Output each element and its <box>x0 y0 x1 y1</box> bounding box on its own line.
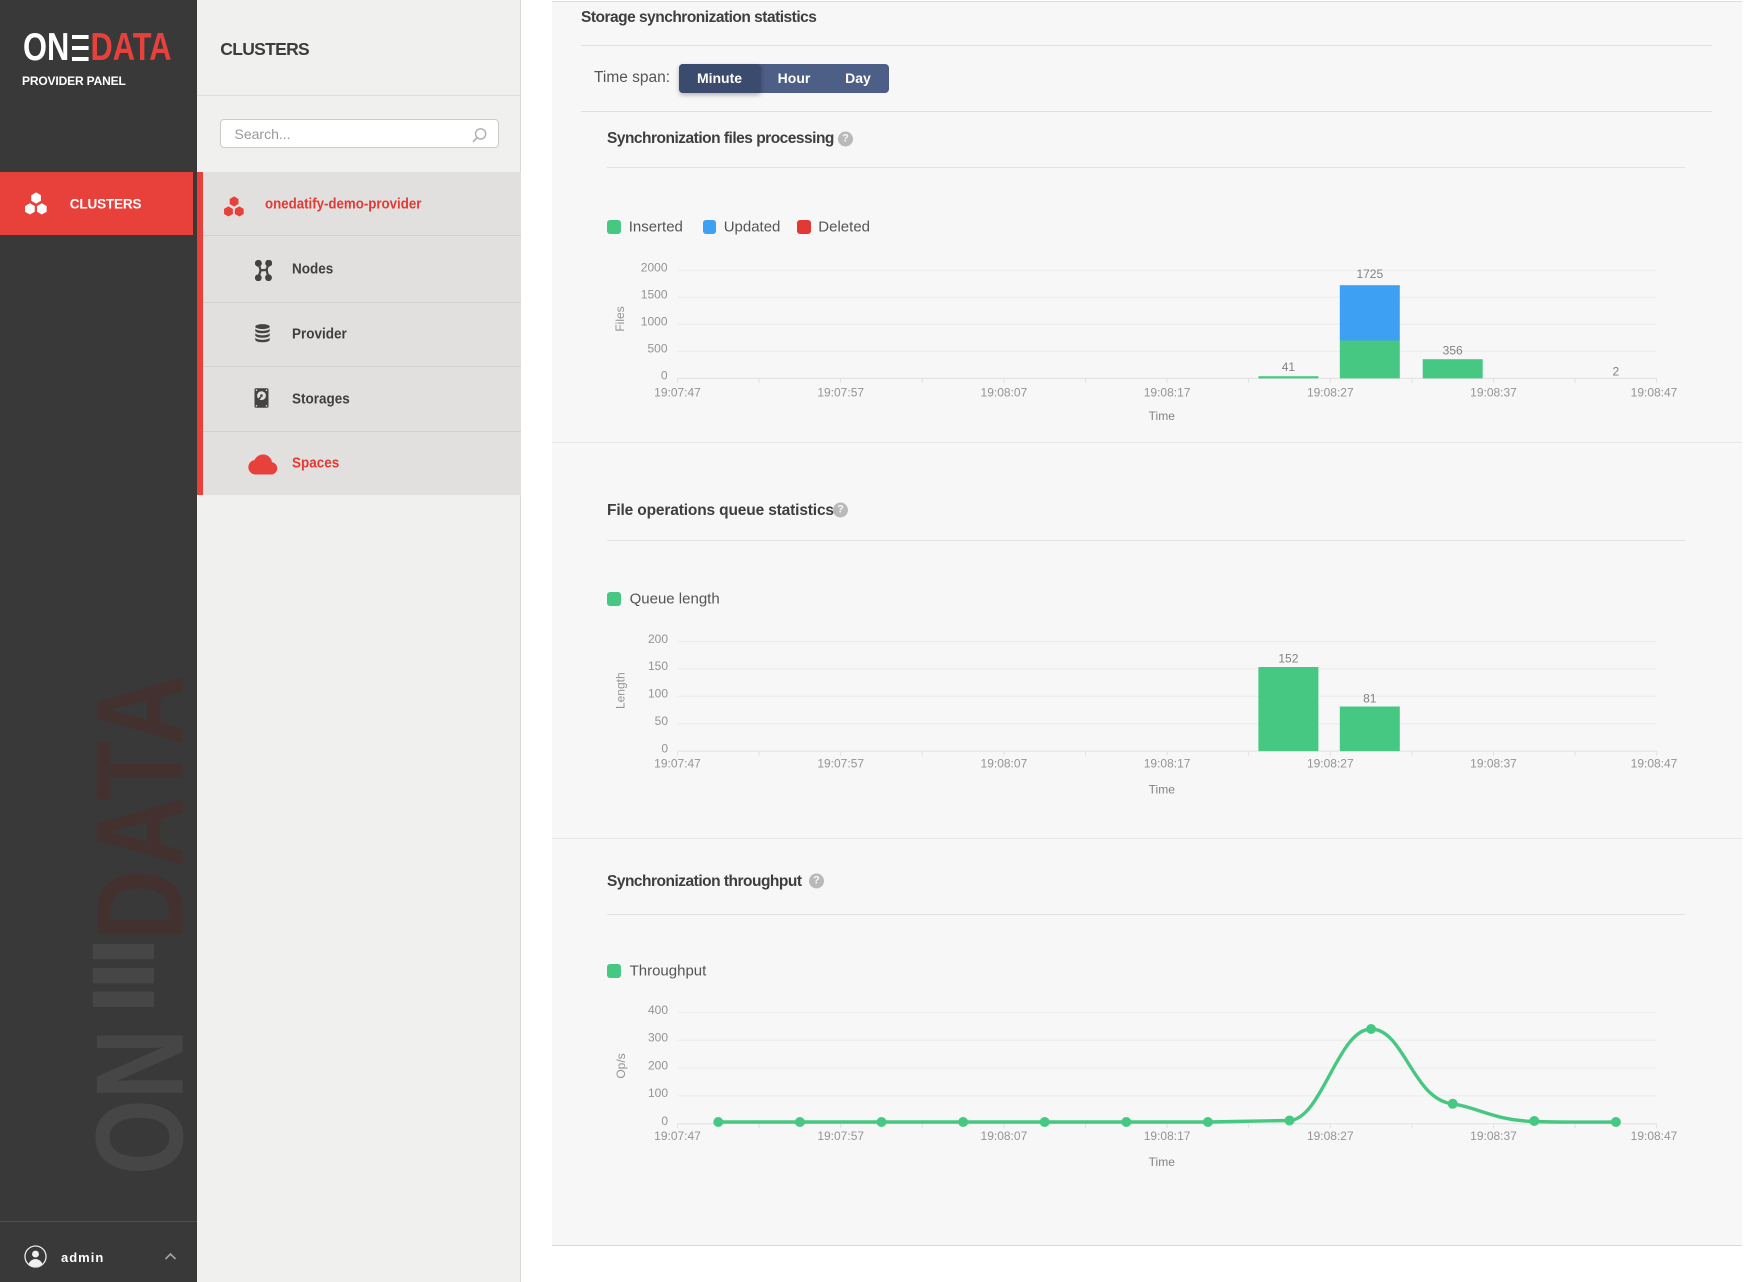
svg-text:81: 81 <box>1363 691 1377 705</box>
svg-text:19:08:17: 19:08:17 <box>1144 385 1191 399</box>
svg-text:19:08:47: 19:08:47 <box>1631 1129 1678 1143</box>
svg-text:41: 41 <box>1282 360 1296 374</box>
svg-text:0: 0 <box>661 741 668 755</box>
svg-text:1000: 1000 <box>641 315 668 329</box>
svg-text:19:07:57: 19:07:57 <box>817 385 864 399</box>
svg-text:19:08:37: 19:08:37 <box>1470 385 1517 399</box>
svg-text:400: 400 <box>648 1003 668 1017</box>
svg-text:300: 300 <box>648 1031 668 1045</box>
svg-text:Op/s: Op/s <box>614 1053 628 1078</box>
svg-text:19:07:47: 19:07:47 <box>654 757 701 771</box>
svg-text:500: 500 <box>647 342 667 356</box>
svg-text:19:08:17: 19:08:17 <box>1144 757 1191 771</box>
svg-text:Time: Time <box>1149 409 1176 423</box>
svg-text:19:08:27: 19:08:27 <box>1307 757 1354 771</box>
svg-text:1725: 1725 <box>1356 267 1383 281</box>
svg-text:0: 0 <box>661 1114 668 1128</box>
svg-text:1500: 1500 <box>641 288 668 302</box>
svg-text:DATA: DATA <box>70 672 197 940</box>
svg-text:19:08:37: 19:08:37 <box>1470 1129 1517 1143</box>
svg-text:19:08:27: 19:08:27 <box>1307 1129 1354 1143</box>
svg-text:19:08:17: 19:08:17 <box>1144 1129 1191 1143</box>
svg-text:50: 50 <box>655 714 669 728</box>
svg-text:100: 100 <box>648 1086 668 1100</box>
svg-text:0: 0 <box>661 369 668 383</box>
svg-text:19:08:37: 19:08:37 <box>1470 757 1517 771</box>
svg-text:150: 150 <box>648 659 668 673</box>
svg-text:100: 100 <box>648 687 668 701</box>
svg-text:200: 200 <box>648 632 668 646</box>
svg-text:356: 356 <box>1443 343 1463 357</box>
svg-text:19:07:57: 19:07:57 <box>817 757 864 771</box>
svg-text:19:08:47: 19:08:47 <box>1631 385 1678 399</box>
svg-text:19:07:47: 19:07:47 <box>654 1129 701 1143</box>
svg-text:19:07:57: 19:07:57 <box>817 1129 864 1143</box>
svg-text:ON: ON <box>70 1029 197 1175</box>
svg-text:19:07:47: 19:07:47 <box>654 385 701 399</box>
svg-text:19:08:07: 19:08:07 <box>981 757 1028 771</box>
svg-text:2000: 2000 <box>641 261 668 275</box>
svg-text:19:08:47: 19:08:47 <box>1631 757 1678 771</box>
svg-text:19:08:07: 19:08:07 <box>981 1129 1028 1143</box>
svg-text:152: 152 <box>1278 652 1298 666</box>
svg-text:19:08:07: 19:08:07 <box>981 385 1028 399</box>
svg-text:19:08:27: 19:08:27 <box>1307 385 1354 399</box>
svg-text:Files: Files <box>613 306 627 331</box>
svg-text:200: 200 <box>648 1058 668 1072</box>
svg-text:2: 2 <box>1613 364 1620 378</box>
svg-text:Time: Time <box>1149 1155 1176 1169</box>
svg-text:Time: Time <box>1149 782 1176 796</box>
svg-text:Length: Length <box>614 672 628 709</box>
